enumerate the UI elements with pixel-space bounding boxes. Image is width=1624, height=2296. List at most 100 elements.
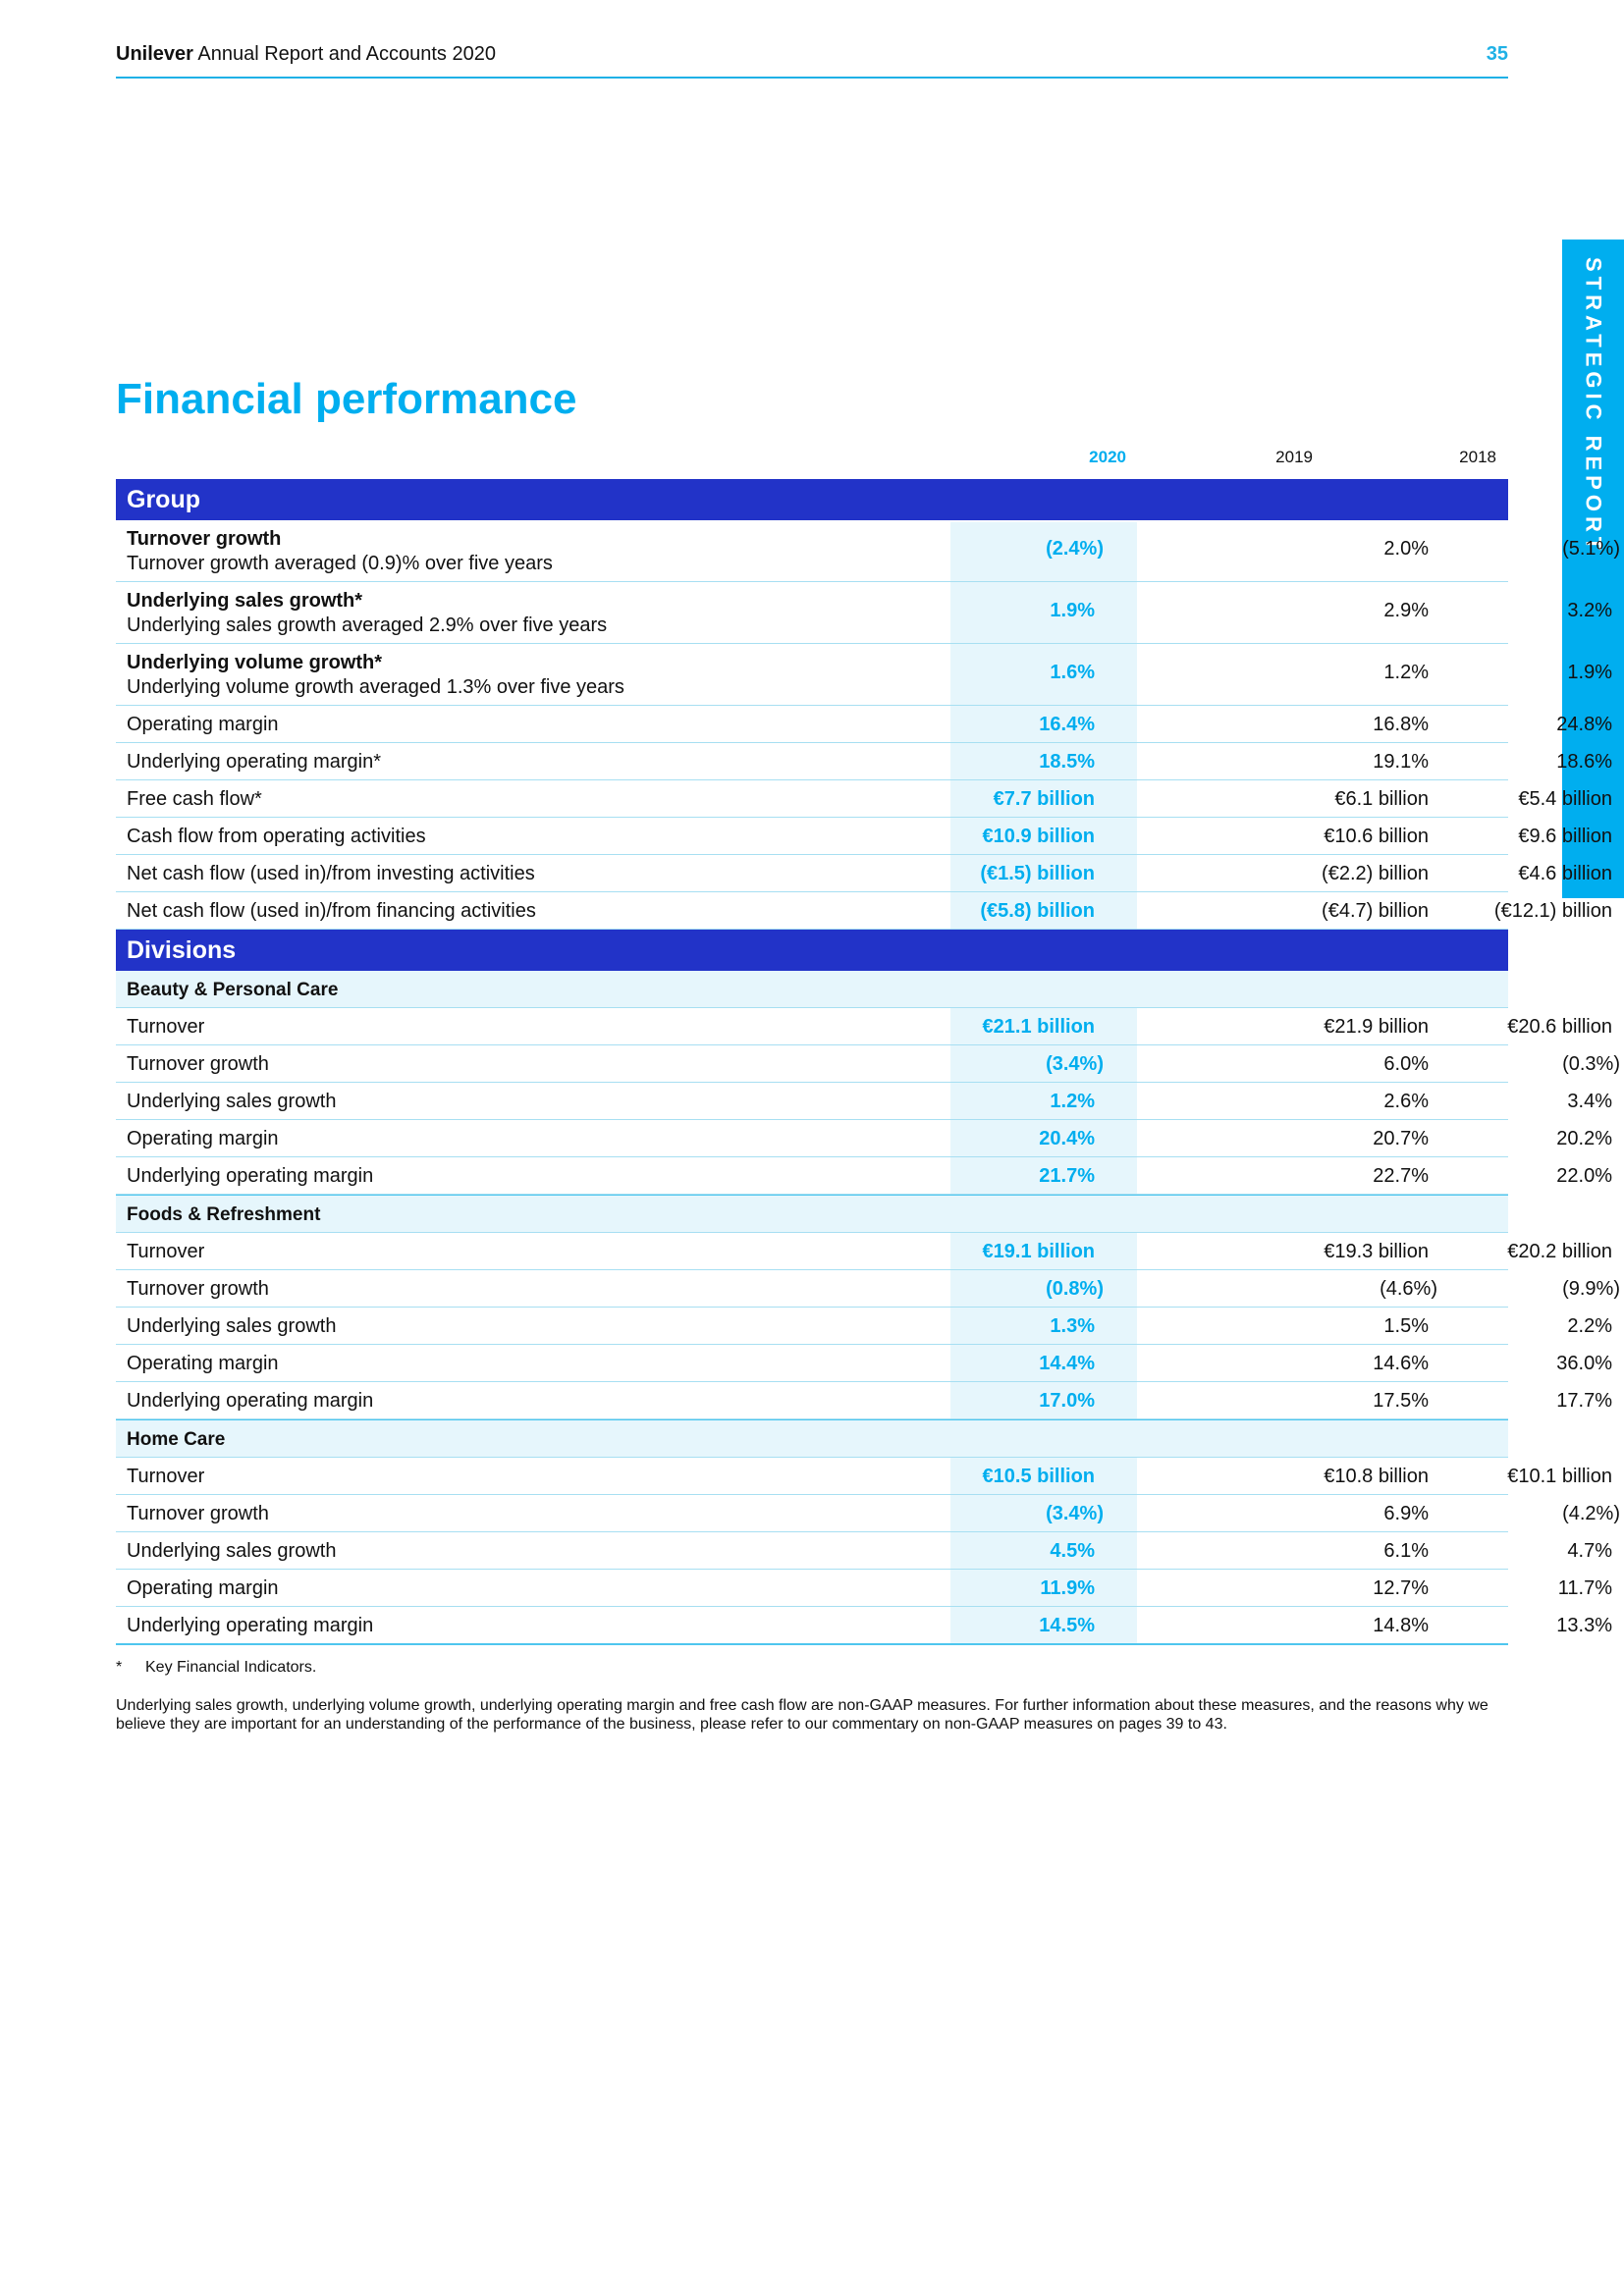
row-title: Turnover growth (127, 528, 282, 550)
row-label: Turnover (127, 1016, 205, 1038)
value-2018: (5.1%) (1562, 538, 1620, 560)
row-subtitle: Underlying sales growth averaged 2.9% ov… (127, 614, 608, 636)
report-name: Annual Report and Accounts 2020 (197, 43, 496, 65)
row-label: Turnover growth Turnover growth averaged … (127, 527, 553, 576)
value-2019: 6.1% (1383, 1540, 1429, 1562)
value-2019: 6.0% (1383, 1053, 1429, 1075)
value-2020: 11.9% (1040, 1577, 1095, 1599)
value-2019: 17.5% (1373, 1390, 1429, 1412)
value-2019: €6.1 billion (1334, 788, 1429, 810)
value-2019: 16.8% (1373, 714, 1429, 735)
section-heading-group: Group (116, 479, 1508, 520)
row-title: Underlying volume growth* (127, 652, 383, 673)
value-2020: €19.1 billion (982, 1241, 1095, 1262)
value-2018: 36.0% (1556, 1353, 1612, 1374)
value-2019: 2.9% (1383, 600, 1429, 621)
row-label: Turnover (127, 1241, 205, 1262)
value-2019: (€2.2) billion (1322, 863, 1429, 884)
table-row: Underlying operating margin 17.0% 17.5% … (116, 1382, 1612, 1419)
value-2018: 11.7% (1557, 1577, 1612, 1599)
row-label: Operating margin (127, 714, 279, 735)
value-2020: 16.4% (1039, 714, 1095, 735)
value-2018: 22.0% (1556, 1165, 1612, 1187)
row-label: Net cash flow (used in)/from investing a… (127, 863, 535, 884)
row-label: Turnover growth (127, 1503, 269, 1524)
value-2018: €20.6 billion (1507, 1016, 1612, 1038)
value-2019: 22.7% (1373, 1165, 1429, 1187)
value-2019: 20.7% (1373, 1128, 1429, 1149)
column-header-2020: 2020 (1089, 448, 1126, 466)
value-2020: 1.6% (1050, 662, 1095, 683)
row-label: Underlying sales growth (127, 1091, 337, 1112)
value-2018: (€12.1) billion (1493, 900, 1612, 922)
row-label: Cash flow from operating activities (127, 826, 426, 847)
row-label: Turnover growth (127, 1053, 269, 1075)
row-label: Underlying sales growth (127, 1315, 337, 1337)
value-2020: 4.5% (1050, 1540, 1095, 1562)
current-year-highlight (950, 522, 1137, 1645)
value-2020: 18.5% (1039, 751, 1095, 773)
subsection-title: Beauty & Personal Care (127, 980, 339, 1000)
value-2019: 1.5% (1383, 1315, 1429, 1337)
table-row: Cash flow from operating activities €10.… (116, 818, 1612, 855)
row-label: Underlying operating margin (127, 1615, 374, 1636)
row-title: Underlying sales growth* (127, 590, 363, 612)
value-2020: (0.8%) (1046, 1278, 1104, 1300)
row-subtitle: Turnover growth averaged (0.9)% over fiv… (127, 553, 553, 574)
table-row: Net cash flow (used in)/from investing a… (116, 855, 1612, 892)
value-2018: 2.2% (1567, 1315, 1612, 1337)
value-2020: 14.4% (1039, 1353, 1095, 1374)
value-2020: (€5.8) billion (980, 900, 1095, 922)
section-side-tab: STRATEGIC REPORT (1562, 240, 1624, 898)
subsection-heading: Home Care (116, 1419, 1508, 1458)
value-2020: 1.9% (1050, 600, 1095, 621)
row-label: Underlying operating margin (127, 1390, 374, 1412)
row-label: Turnover growth (127, 1278, 269, 1300)
section-heading-divisions: Divisions (116, 930, 1508, 971)
row-label: Underlying operating margin (127, 1165, 374, 1187)
value-2018: 20.2% (1556, 1128, 1612, 1149)
table-row: Underlying operating margin 21.7% 22.7% … (116, 1157, 1612, 1195)
value-2020: (3.4%) (1046, 1503, 1104, 1524)
value-2020: (€1.5) billion (980, 863, 1095, 884)
table-row: Underlying operating margin 14.5% 14.8% … (116, 1607, 1612, 1645)
footnote-text: Key Financial Indicators. (145, 1659, 317, 1676)
value-2019: 19.1% (1373, 751, 1429, 773)
value-2020: 17.0% (1039, 1390, 1095, 1412)
value-2019: 14.8% (1373, 1615, 1429, 1636)
value-2020: 1.2% (1050, 1091, 1095, 1112)
table-row: Turnover €10.5 billion €10.8 billion €10… (116, 1458, 1612, 1495)
table-row: Underlying sales growth* Underlying sales… (116, 582, 1612, 644)
row-label: Underlying sales growth (127, 1540, 337, 1562)
row-label: Net cash flow (used in)/from financing a… (127, 900, 536, 922)
value-2020: 21.7% (1039, 1165, 1095, 1187)
row-subtitle: Underlying volume growth averaged 1.3% o… (127, 676, 624, 698)
value-2018: 1.9% (1567, 662, 1612, 683)
value-2018: (9.9%) (1562, 1278, 1620, 1300)
subsection-title: Home Care (127, 1429, 226, 1450)
non-gaap-note: Underlying sales growth, underlying volu… (116, 1697, 1489, 1733)
column-header-2018: 2018 (1459, 448, 1496, 466)
table-row: Underlying volume growth* Underlying volu… (116, 644, 1612, 706)
table-row: Underlying sales growth 1.3% 1.5% 2.2% (116, 1308, 1612, 1345)
value-2018: €5.4 billion (1518, 788, 1612, 810)
value-2020: €21.1 billion (982, 1016, 1095, 1038)
row-label: Operating margin (127, 1577, 279, 1599)
value-2020: (3.4%) (1046, 1053, 1104, 1075)
value-2018: €9.6 billion (1518, 826, 1612, 847)
row-label: Operating margin (127, 1353, 279, 1374)
row-label: Operating margin (127, 1128, 279, 1149)
row-label: Free cash flow* (127, 788, 262, 810)
value-2019: (4.6%) (1380, 1278, 1437, 1300)
value-2019: €10.6 billion (1324, 826, 1429, 847)
table-row: Turnover €21.1 billion €21.9 billion €20… (116, 1008, 1612, 1045)
page-header: Unilever Annual Report and Accounts 2020… (116, 39, 1508, 79)
page-title: Financial performance (116, 375, 577, 423)
value-2019: €10.8 billion (1324, 1466, 1429, 1487)
row-label: Underlying operating margin* (127, 751, 382, 773)
subsection-heading: Beauty & Personal Care (116, 971, 1508, 1008)
table-row: Turnover €19.1 billion €19.3 billion €20… (116, 1233, 1612, 1270)
value-2019: 1.2% (1383, 662, 1429, 683)
value-2020: 20.4% (1039, 1128, 1095, 1149)
value-2019: 14.6% (1373, 1353, 1429, 1374)
